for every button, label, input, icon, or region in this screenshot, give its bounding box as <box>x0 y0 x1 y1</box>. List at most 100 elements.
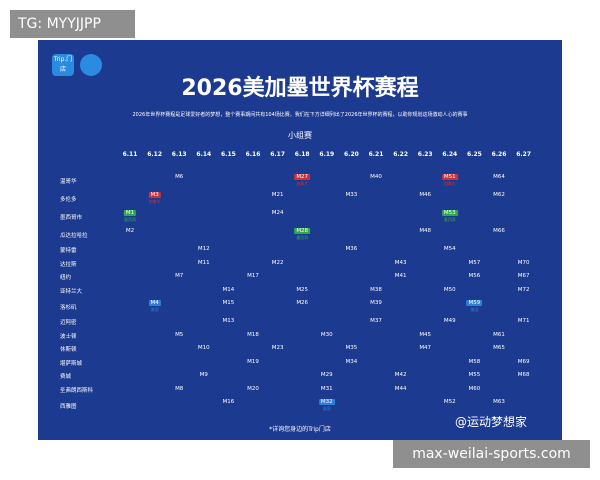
match-label: M53 <box>441 210 458 216</box>
match-cell: M70 <box>518 260 530 267</box>
match-label: M14 <box>222 286 235 293</box>
match-cell: M39 <box>370 300 382 307</box>
match-note: 墨西哥 <box>124 217 136 222</box>
match-cell: M18 <box>247 332 259 339</box>
match-note: 加拿大 <box>148 199 161 204</box>
match-label: M20 <box>247 385 259 392</box>
match-cell: M34 <box>346 359 358 366</box>
match-cell: M56 <box>469 273 481 280</box>
match-cell: M65 <box>493 345 505 352</box>
match-cell: M48 <box>419 228 431 235</box>
match-label: M11 <box>197 259 210 266</box>
match-cell: M12 <box>198 246 210 253</box>
match-cell: M63 <box>493 399 505 406</box>
match-cell: M53 墨西哥 <box>441 210 458 222</box>
date-header: 6.25 <box>466 151 482 158</box>
stage-label: 小组赛 <box>288 131 312 140</box>
match-cell: M33 <box>346 192 358 199</box>
city-label: 温哥华 <box>60 179 77 185</box>
match-cell: M55 <box>469 372 481 379</box>
match-cell: M68 <box>518 372 530 379</box>
match-label: M1 <box>123 210 137 216</box>
logo-icon <box>80 54 102 76</box>
date-header: 6.16 <box>245 151 261 158</box>
match-label: M2 <box>125 228 135 234</box>
city-label: 墨西哥市 <box>60 215 83 221</box>
match-cell: M9 <box>200 372 208 379</box>
match-label: M57 <box>468 259 481 266</box>
match-label: M41 <box>394 273 407 279</box>
match-label: M26 <box>296 300 309 306</box>
date-header: 6.14 <box>196 151 212 158</box>
match-label: M43 <box>394 259 407 266</box>
date-header: 6.26 <box>491 151 507 158</box>
city-label: 纽约 <box>60 275 72 281</box>
match-note: 墨西哥 <box>443 217 456 222</box>
city-label: 迈阿密 <box>60 320 77 326</box>
match-label: M29 <box>320 372 333 378</box>
match-label: M45 <box>419 331 432 338</box>
city-label: 费城 <box>60 374 72 380</box>
match-label: M38 <box>370 286 382 293</box>
city-label: 圣弗朗西斯科 <box>60 387 94 394</box>
match-cell: M49 <box>444 318 456 325</box>
match-label: M70 <box>517 259 530 266</box>
logo: Trip.门店 <box>52 54 74 76</box>
date-header: 6.27 <box>516 151 531 158</box>
match-label: M54 <box>443 246 456 252</box>
match-cell: M17 <box>247 273 259 280</box>
match-label: M63 <box>493 399 505 405</box>
title: 2026美加墨世界杯赛程 <box>181 76 419 101</box>
match-cell: M2 <box>126 228 134 235</box>
match-cell: M38 <box>370 287 382 294</box>
date-header: 6.24 <box>442 151 458 158</box>
match-label: M50 <box>443 286 456 293</box>
match-cell: M54 <box>444 246 456 253</box>
date-header: 6.15 <box>220 151 236 158</box>
intro: 2026年世界杯赛程是足球爱好者的梦想，整个赛事期间共有104场比赛，我们在下方… <box>132 112 468 118</box>
match-cell: M40 <box>370 174 382 181</box>
match-label: M4 <box>148 300 161 306</box>
city-label: 波士顿 <box>60 333 77 340</box>
match-label: M12 <box>197 246 210 252</box>
match-label: M48 <box>419 228 432 234</box>
match-label: M42 <box>394 372 407 378</box>
match-cell: M36 <box>346 246 358 253</box>
match-cell: M6 <box>175 174 183 181</box>
match-label: M56 <box>468 273 481 279</box>
match-label: M71 <box>517 318 530 324</box>
match-cell: M30 <box>321 332 333 339</box>
match-label: M65 <box>493 345 505 351</box>
city-label: 瓜达拉哈拉 <box>60 233 88 239</box>
date-header: 6.17 <box>270 151 285 158</box>
match-label: M69 <box>517 358 530 365</box>
match-note: 美国 <box>322 406 331 411</box>
match-cell: M59 美国 <box>466 300 483 312</box>
match-cell: M28 墨西哥 <box>294 228 311 240</box>
match-label: M44 <box>394 385 407 392</box>
match-cell: M14 <box>223 287 235 294</box>
match-label: M60 <box>468 385 481 392</box>
match-cell: M67 <box>518 273 530 280</box>
match-label: M3 <box>148 192 161 198</box>
match-cell: M16 <box>223 399 235 406</box>
match-cell: M31 <box>321 386 333 393</box>
match-cell: M27 加拿大 <box>294 174 311 186</box>
match-label: M7 <box>175 273 184 279</box>
date-header: 6.19 <box>319 151 335 158</box>
match-cell: M32 美国 <box>318 399 335 411</box>
match-label: M15 <box>222 300 235 306</box>
match-cell: M71 <box>518 318 530 325</box>
match-note: 加拿大 <box>296 181 309 186</box>
footnote: *详询您身边的Trip门店 <box>269 426 331 433</box>
match-label: M28 <box>294 228 311 234</box>
match-label: M24 <box>271 210 284 216</box>
match-label: M16 <box>222 399 235 405</box>
match-label: M5 <box>175 331 184 338</box>
match-label: M8 <box>175 385 184 392</box>
match-note: 加拿大 <box>443 181 456 186</box>
match-cell: M72 <box>518 287 530 294</box>
match-cell: M44 <box>395 386 407 393</box>
match-label: M66 <box>493 228 505 234</box>
match-label: M47 <box>419 345 432 351</box>
